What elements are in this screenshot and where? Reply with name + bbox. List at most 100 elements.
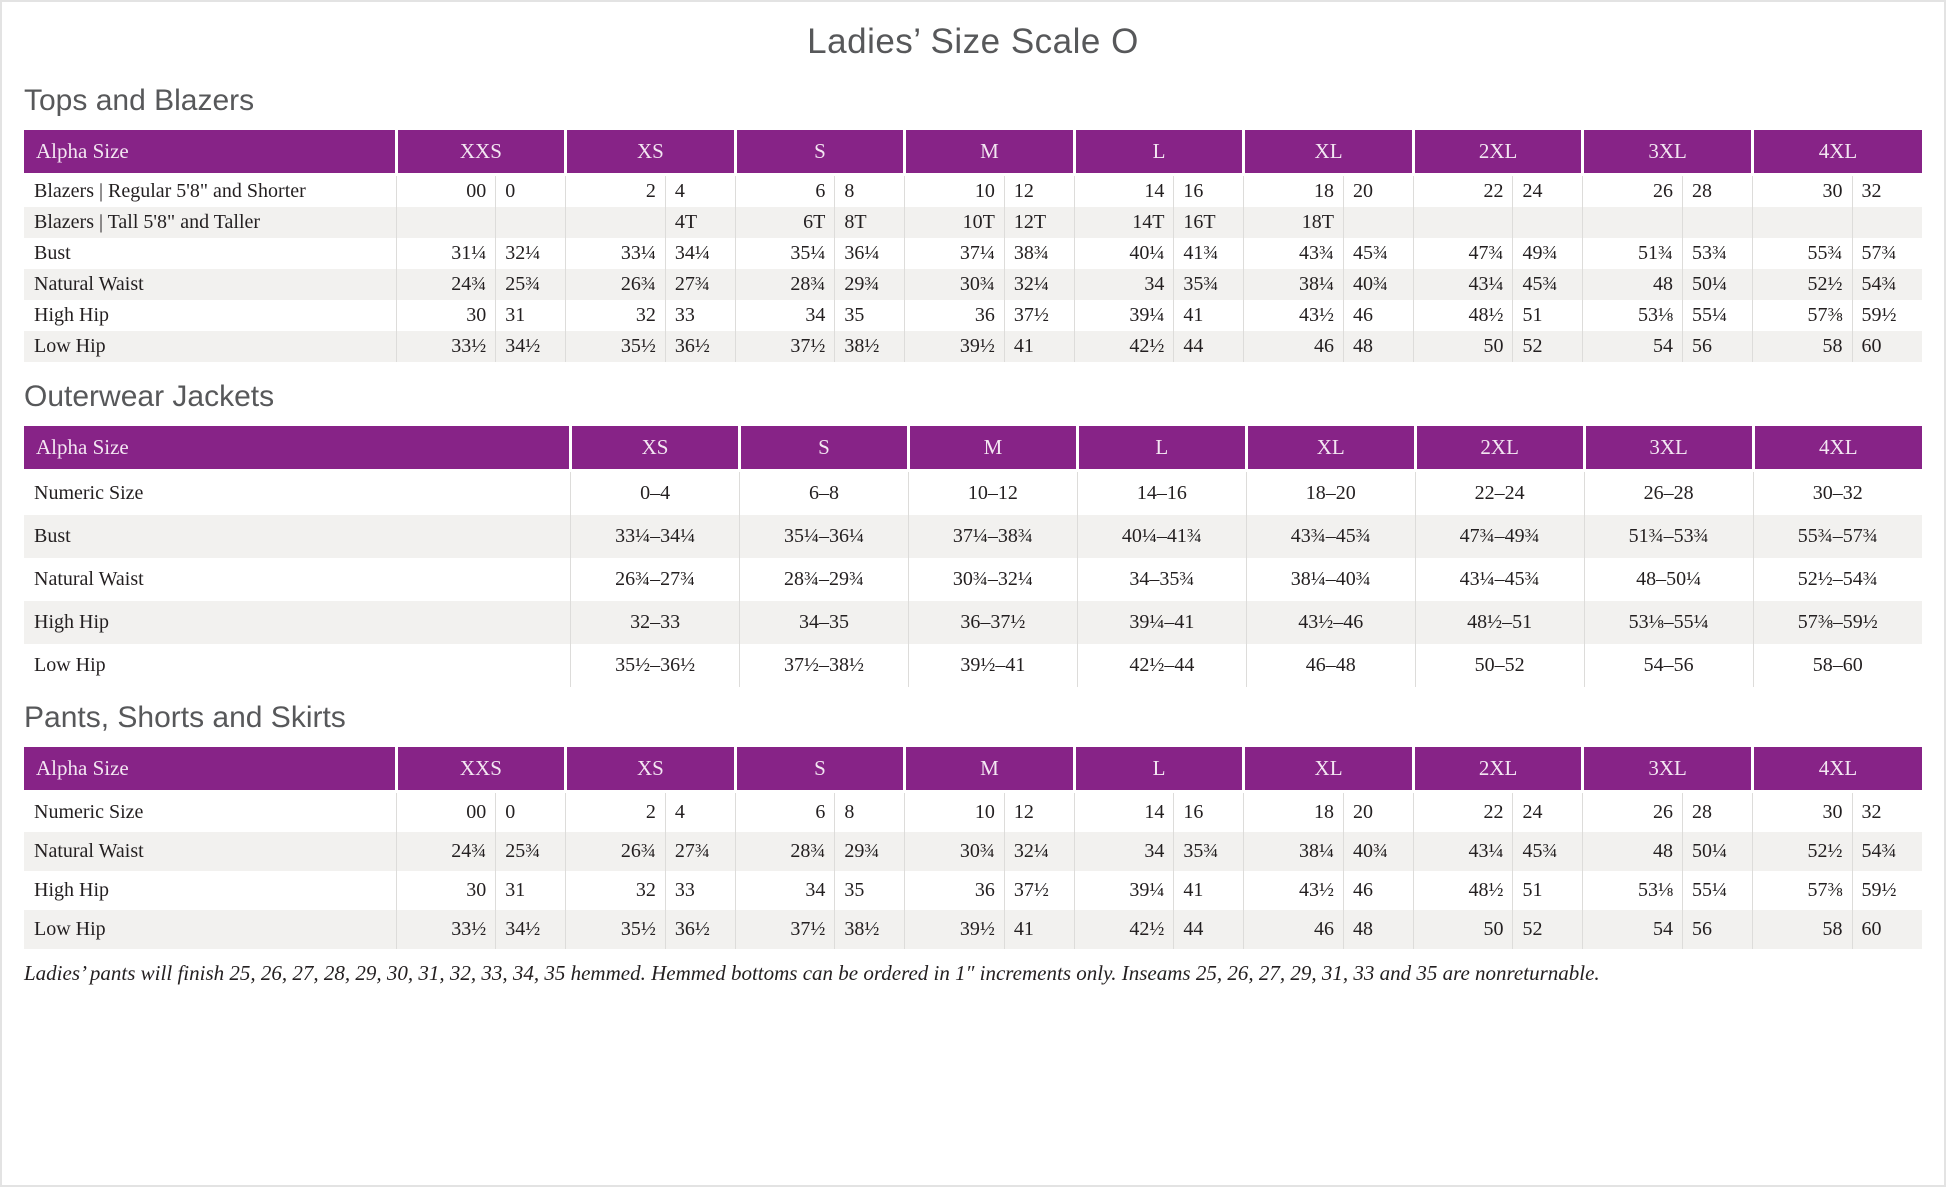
size-value-cell: 2	[565, 174, 666, 207]
size-value-cell: 37½	[1003, 300, 1075, 331]
size-value-cell: 32¼	[1003, 832, 1075, 871]
size-value-cell: 36½	[664, 331, 736, 362]
size-value-cell: 16	[1173, 791, 1244, 832]
size-value-cell: 34	[734, 300, 835, 331]
size-value-cell: 43¾	[1243, 238, 1344, 269]
table-row: Numeric Size 00 0 2 4 6 8 10 12 14 16 18 20 22 24 26 28 3…	[24, 791, 1922, 832]
row-label: Low Hip	[34, 918, 106, 940]
size-value-cell: 18	[1243, 174, 1344, 207]
size-value-cell: 32¼	[495, 238, 566, 269]
section-heading: Tops and Blazers	[24, 84, 255, 117]
table-row: Blazers | Tall 5'8" and Taller 4T 6T 8T 10T 1…	[24, 207, 1922, 238]
size-value-cell: 10T	[904, 207, 1005, 238]
row-label: Numeric Size	[34, 482, 144, 504]
size-value-cell: 44	[1173, 331, 1244, 362]
table-tops-and-blazers: Alpha Size XXS XS S M L XL 2XL 3XL 4XL Blazers | R…	[24, 130, 1922, 362]
table-row: Bust 33¼–34¼ 35¼–36¼ 37¼–38¾ 40¼–41¾ 43¾–45¾ 4…	[24, 515, 1922, 558]
size-value-cell: 34	[1073, 832, 1174, 871]
size-value-cell: 36¼	[834, 238, 905, 269]
row-label: Bust	[34, 525, 71, 547]
size-value-cell: 34	[1073, 269, 1174, 300]
table-row: Numeric Size 0–4 6–8 10–12 14–16 18–20 22–24 26…	[24, 470, 1922, 515]
size-value-cell: 42½	[1073, 331, 1174, 362]
size-value-cell: 35¾	[1173, 269, 1244, 300]
size-value-cell: 45¾	[1512, 832, 1583, 871]
table-row: Low Hip 33½ 34½ 35½ 36½ 37½ 38½ 39½ 41 42½ 44 46 48 5…	[24, 331, 1922, 362]
row-label: High Hip	[34, 304, 109, 326]
size-value-cell: 48	[1342, 910, 1414, 949]
section-pants-shorts-and-skirts: Pants, Shorts and Skirts Alpha Size XXS XS…	[24, 701, 1922, 949]
size-value-cell: 30	[395, 300, 496, 331]
size-value-cell: 54–56	[1583, 644, 1754, 687]
size-value-cell: 0–4	[570, 470, 740, 515]
size-value-cell: 29¾	[834, 832, 905, 871]
size-value-cell: 46	[1342, 300, 1414, 331]
size-value-cell: 48–50¼	[1583, 558, 1754, 601]
section-heading: Outerwear Jackets	[24, 380, 275, 413]
size-value-cell: 36½	[664, 910, 736, 949]
size-value-cell: 48½	[1412, 300, 1513, 331]
size-value-cell: 28¾	[734, 269, 835, 300]
size-value-cell: 35	[834, 871, 905, 910]
size-value-cell: 52½	[1751, 832, 1853, 871]
size-value-cell: 37½	[1003, 871, 1075, 910]
section-outerwear-jackets: Outerwear Jackets Alpha Size XS S M L XL 2XL 3X…	[24, 380, 1922, 687]
size-value-cell: 37½	[734, 331, 835, 362]
size-value-cell: 34	[734, 871, 835, 910]
size-value-cell: 43½–46	[1245, 601, 1416, 644]
size-value-cell: 40¾	[1342, 269, 1414, 300]
size-value-cell: 26	[1582, 174, 1683, 207]
size-value-cell: 47¾	[1412, 238, 1513, 269]
size-value-cell: 41	[1173, 300, 1244, 331]
size-value-cell: 30–32	[1752, 470, 1922, 515]
size-value-cell: 51¾–53¾	[1583, 515, 1754, 558]
size-value-cell: 46–48	[1245, 644, 1416, 687]
size-value-cell	[495, 207, 566, 238]
size-value-cell: 25¾	[495, 269, 566, 300]
table-row: Natural Waist 24¾ 25¾ 26¾ 27¾ 28¾ 29¾ 30¾ 32¼ 34 3…	[24, 269, 1922, 300]
size-value-cell: 30	[1751, 791, 1853, 832]
size-value-cell: 37¼	[904, 238, 1005, 269]
size-value-cell	[1412, 207, 1513, 238]
size-value-cell: 38½	[834, 331, 905, 362]
size-value-cell: 42½	[1073, 910, 1174, 949]
size-value-cell: 34½	[495, 910, 566, 949]
table-holder: Alpha Size XXS XS S M L XL 2XL 3XL 4XL Blazers | R…	[24, 130, 1922, 362]
size-value-cell	[1682, 207, 1753, 238]
size-column-header-s: S	[733, 130, 905, 176]
size-value-cell: 31	[495, 871, 566, 910]
header-row: Alpha Size XXS XS S M L XL 2XL 3XL 4XL	[24, 130, 1922, 176]
size-value-cell: 31	[495, 300, 566, 331]
size-value-cell: 55¼	[1682, 300, 1753, 331]
size-value-cell: 54¾	[1851, 269, 1922, 300]
size-value-cell: 58	[1751, 910, 1853, 949]
size-column-header-xxs: XXS	[394, 747, 566, 793]
size-column-header-m: M	[903, 747, 1075, 793]
size-value-cell: 38¼	[1243, 832, 1344, 871]
size-value-cell: 8T	[834, 207, 905, 238]
size-value-cell: 56	[1682, 910, 1753, 949]
table-row: Low Hip 35½–36½ 37½–38½ 39½–41 42½–44 46–48 50…	[24, 644, 1922, 687]
size-value-cell: 48	[1582, 269, 1683, 300]
size-value-cell: 4	[664, 174, 736, 207]
size-value-cell: 40¾	[1342, 832, 1414, 871]
row-label: High Hip	[34, 611, 109, 633]
size-value-cell: 35	[834, 300, 905, 331]
size-column-header-s: S	[738, 426, 909, 472]
size-value-cell: 8	[834, 791, 905, 832]
size-value-cell: 36	[904, 871, 1005, 910]
size-value-cell: 30¾–32¼	[907, 558, 1078, 601]
size-value-cell: 52	[1512, 910, 1583, 949]
size-value-cell: 35¾	[1173, 832, 1244, 871]
size-value-cell: 50	[1412, 331, 1513, 362]
table-row: Natural Waist 24¾ 25¾ 26¾ 27¾ 28¾ 29¾ 30¾ 32¼ 34 3…	[24, 832, 1922, 871]
size-value-cell: 35½	[565, 910, 666, 949]
size-value-cell: 30	[395, 871, 496, 910]
size-value-cell: 28	[1682, 791, 1753, 832]
size-value-cell	[1582, 207, 1683, 238]
size-column-header-xs: XS	[564, 747, 736, 793]
size-value-cell: 8	[834, 174, 905, 207]
size-value-cell: 10–12	[907, 470, 1078, 515]
size-value-cell: 38¾	[1003, 238, 1075, 269]
